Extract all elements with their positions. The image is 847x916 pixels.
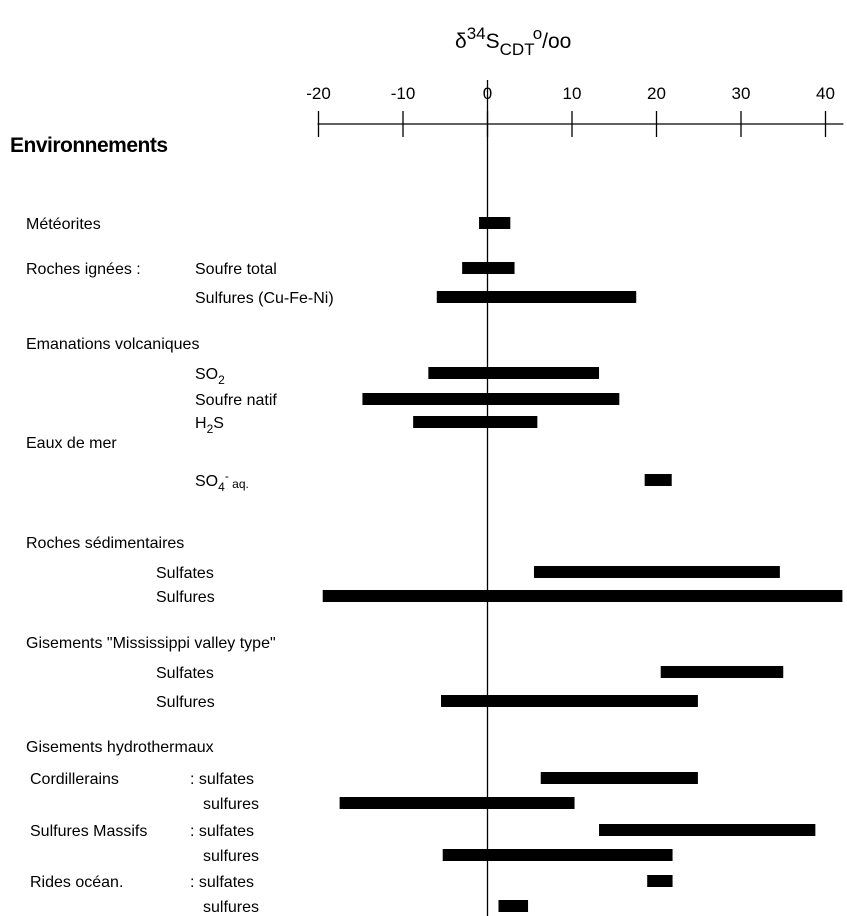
range-bar	[436, 291, 637, 303]
x-tick-label: 40	[816, 84, 835, 103]
range-bar	[339, 797, 575, 809]
range-bar	[362, 393, 620, 405]
row-label-text: Sulfates	[156, 565, 214, 582]
range-bar	[660, 666, 784, 678]
range-bar	[462, 262, 515, 274]
axis-title: δ34SCDTo/oo	[455, 24, 571, 59]
group-label: Météorites	[26, 216, 101, 233]
row-label-text: Sulfures	[156, 694, 215, 711]
section-heading: Environnements	[10, 134, 168, 157]
row-label-text: SO	[195, 366, 218, 383]
range-bar	[442, 849, 673, 861]
axis-title-unit-sup: o	[533, 24, 542, 43]
range-bar	[428, 367, 600, 379]
row-label-text: sulfures	[203, 796, 259, 813]
row-label: sulfures	[203, 848, 259, 865]
range-bar	[413, 416, 538, 428]
row-label: SO4- aq.	[195, 469, 249, 494]
row-label: : sulfates	[190, 771, 254, 788]
row-label: Sulfures (Cu-Fe-Ni)	[195, 290, 334, 307]
x-axis: -20-10010203040	[306, 80, 844, 916]
row-label: Soufre natif	[195, 392, 277, 409]
row-label-text: sulfures	[203, 848, 259, 865]
row-label: Sulfures	[156, 589, 215, 606]
range-bar	[599, 824, 816, 836]
row-labels: Météorites Roches ignées : Soufre total Sul…	[26, 216, 334, 916]
range-bar	[479, 217, 511, 229]
row-label: : sulfates	[190, 874, 254, 891]
group-label: Gisements "Mississippi valley type"	[26, 635, 276, 652]
row-label: sulfures	[203, 796, 259, 813]
row-label: SO2	[195, 366, 225, 387]
row-label: Soufre total	[195, 261, 277, 278]
range-bars	[322, 217, 843, 912]
row-label: H2S	[195, 415, 224, 436]
row-label: Sulfates	[156, 565, 214, 582]
range-bar	[647, 875, 673, 887]
row-label-text: sulfures	[203, 899, 259, 916]
range-bar	[322, 590, 843, 602]
axis-title-sub: CDT	[500, 40, 535, 59]
x-tick-label: -20	[306, 84, 331, 103]
row-label-suffix: S	[213, 415, 224, 432]
row-label: : sulfates	[190, 823, 254, 840]
row-label-text: Sulfures	[156, 589, 215, 606]
group-label: Gisements hydrothermaux	[26, 739, 214, 756]
range-bar	[498, 900, 529, 912]
range-bar	[540, 772, 698, 784]
x-tick-label: 20	[647, 84, 666, 103]
x-tick-label: 10	[563, 84, 582, 103]
row-label: Sulfates	[156, 665, 214, 682]
group-label: Roches sédimentaires	[26, 535, 184, 552]
row-label-text: H	[195, 415, 207, 432]
row-label-text: Sulfures (Cu-Fe-Ni)	[195, 290, 334, 307]
row-label-prefix: Rides océan.	[30, 874, 123, 891]
row-label-suffix: aq.	[229, 477, 249, 491]
row-label-text: Sulfates	[156, 665, 214, 682]
range-bar	[533, 566, 780, 578]
x-tick-label: -10	[391, 84, 416, 103]
axis-title-base: S	[486, 30, 500, 53]
x-tick-label: 30	[732, 84, 751, 103]
row-label-text: SO	[195, 473, 218, 490]
row-label-text: Soufre total	[195, 261, 277, 278]
range-bar	[644, 474, 672, 486]
row-label-subscript: 2	[218, 373, 225, 387]
row-label: sulfures	[203, 899, 259, 916]
row-label-prefix: Cordillerains	[30, 771, 119, 788]
group-label: Eaux de mer	[26, 435, 117, 452]
row-label-subscript: 2	[207, 422, 214, 436]
row-label-prefix: Sulfures Massifs	[30, 823, 147, 840]
axis-title-sup: 34	[467, 24, 486, 43]
row-label-superscript: -	[225, 469, 229, 483]
axis-title-unit: /oo	[542, 30, 571, 53]
group-label: Roches ignées :	[26, 261, 141, 278]
group-label: Emanations volcaniques	[26, 336, 199, 353]
row-label: Sulfures	[156, 694, 215, 711]
row-label-subscript: 4	[218, 480, 225, 494]
axis-title-delta: δ	[455, 30, 467, 53]
range-bar	[441, 695, 698, 707]
row-label-text: Soufre natif	[195, 392, 277, 409]
